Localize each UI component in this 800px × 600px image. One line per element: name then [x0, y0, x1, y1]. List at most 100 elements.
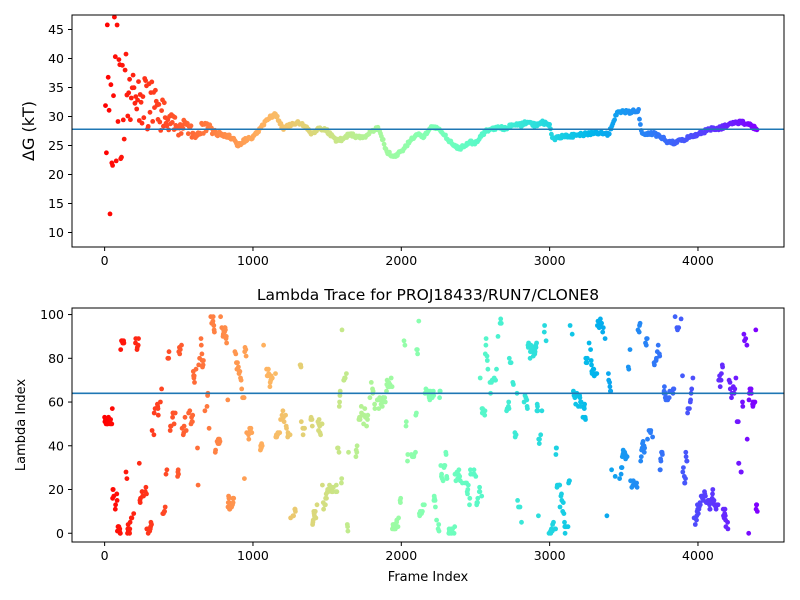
lambda-point	[533, 345, 539, 350]
lambda-point	[643, 342, 649, 348]
lambda-point	[715, 502, 721, 508]
lambda-point	[114, 498, 120, 503]
lambda-point	[557, 482, 563, 488]
lambda-point	[746, 397, 752, 403]
lambda-point	[372, 401, 377, 407]
lambda-point	[560, 500, 566, 505]
delta-g-point	[120, 62, 125, 68]
delta-g-point	[103, 103, 108, 108]
lambda-point	[588, 347, 593, 352]
lambda-point	[179, 342, 184, 348]
delta-g-point	[136, 79, 141, 84]
lambda-point	[551, 519, 556, 525]
lambda-point	[319, 421, 325, 427]
lambda-point	[382, 395, 388, 401]
lambda-point	[379, 404, 385, 409]
lambda-point	[135, 342, 141, 348]
lambda-point	[334, 489, 340, 495]
lambda-point	[287, 432, 293, 438]
lambda-point	[127, 526, 133, 532]
lambda-point	[554, 445, 559, 451]
lambda-point	[506, 355, 512, 361]
lambda-point	[543, 338, 549, 344]
lambda-point	[495, 334, 501, 339]
lambda-point	[337, 399, 342, 405]
lambda-point	[196, 362, 202, 368]
lambda-point	[316, 417, 322, 422]
lambda-point	[680, 469, 686, 475]
delta-g-point	[106, 107, 112, 113]
lambda-point	[323, 502, 328, 508]
lambda-point	[536, 513, 541, 519]
lambda-point	[482, 412, 488, 418]
lambda-point	[683, 476, 688, 481]
lambda-point	[594, 371, 600, 376]
lambda-point	[690, 375, 696, 381]
lambda-point	[577, 395, 583, 401]
lambda-point	[151, 432, 157, 438]
lambda-point	[434, 517, 439, 523]
lambda-point	[672, 314, 678, 320]
lambda-point	[151, 410, 157, 416]
lambda-point	[353, 454, 359, 460]
delta-g-x-tick-label-2: 2000	[385, 253, 417, 268]
lambda-point	[682, 480, 688, 486]
lambda-point	[155, 406, 161, 411]
lambda-point	[557, 504, 563, 510]
delta-g-point	[180, 125, 186, 131]
lambda-point	[457, 474, 463, 479]
lambda-point	[388, 375, 394, 381]
delta-g-point	[107, 211, 113, 217]
delta-g-point	[138, 99, 144, 105]
lambda-point	[187, 408, 193, 414]
lambda-point	[342, 375, 348, 381]
lambda-point	[452, 524, 458, 530]
lambda-point	[567, 478, 572, 484]
lambda-point	[112, 506, 118, 512]
lambda-point	[741, 331, 747, 337]
lambda-point	[609, 467, 614, 473]
delta-g-point	[153, 87, 158, 93]
lambda-point	[662, 384, 667, 390]
delta-g-point	[121, 136, 127, 142]
lambda-point	[177, 351, 183, 357]
delta-g-x-tick-label-0: 0	[101, 253, 109, 268]
lambda-point	[559, 491, 564, 497]
lambda-point	[335, 445, 341, 451]
delta-g-point	[111, 93, 116, 99]
lambda-point	[743, 336, 749, 341]
lambda-point	[402, 342, 408, 348]
lambda-point	[582, 401, 587, 407]
lambda-point	[211, 323, 217, 328]
lambda-point	[477, 375, 483, 381]
lambda-point	[437, 395, 442, 401]
lambda-point	[537, 436, 542, 442]
delta-g-point	[172, 115, 178, 120]
delta-g-y-ticks: 10 15 20 25 30 35 40 45	[48, 22, 72, 240]
lambda-point	[210, 318, 216, 324]
delta-g-point	[188, 123, 194, 129]
lambda-point	[473, 474, 479, 479]
lambda-point	[722, 506, 728, 512]
lambda-point	[680, 373, 685, 379]
lambda-points	[102, 314, 760, 536]
lambda-point	[414, 347, 420, 352]
lambda-point	[269, 375, 275, 381]
lambda-point	[159, 386, 165, 392]
lambda-point	[602, 336, 608, 341]
delta-g-point	[114, 22, 120, 28]
lambda-point	[280, 408, 286, 414]
delta-g-point	[128, 95, 134, 101]
lambda-y-tick-label-2: 40	[48, 438, 64, 453]
delta-g-point	[134, 106, 140, 112]
lambda-point	[586, 340, 592, 346]
delta-g-point	[139, 120, 145, 126]
lambda-point	[465, 487, 471, 492]
lambda-point	[506, 399, 512, 405]
lambda-point	[746, 530, 752, 536]
lambda-point	[218, 314, 224, 320]
lambda-point	[401, 338, 407, 344]
delta-g-point	[104, 150, 109, 156]
lambda-point	[431, 393, 436, 398]
lambda-point	[517, 504, 523, 510]
